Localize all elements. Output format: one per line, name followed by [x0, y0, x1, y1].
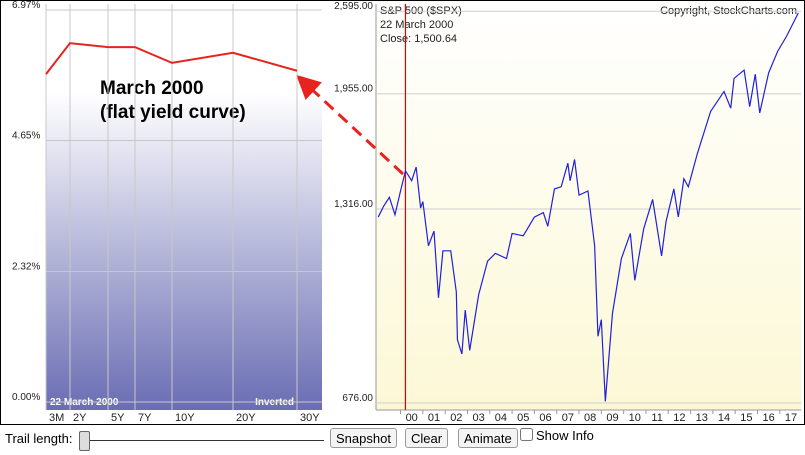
y-tick-label: 2,595.00 — [334, 1, 373, 12]
clear-button[interactable]: Clear — [405, 428, 449, 448]
slider-track — [84, 440, 324, 441]
close-label: Close: 1,500.64 — [380, 33, 457, 45]
snapshot-button[interactable]: Snapshot — [330, 428, 397, 448]
annotation-arrow — [296, 74, 405, 176]
x-tick-label: 07 — [562, 412, 574, 424]
x-tick-label: 20Y — [236, 412, 256, 424]
show-info-checkbox[interactable] — [520, 428, 533, 441]
x-tick-label: 17 — [785, 412, 797, 424]
checkbox-label: Show Info — [536, 428, 594, 443]
y-tick-label: 2.32% — [12, 262, 40, 273]
yield-line — [45, 42, 298, 75]
x-tick-label: 13 — [696, 412, 708, 424]
x-tick-label: 10 — [629, 412, 641, 424]
x-tick-label: 05 — [517, 412, 529, 424]
y-tick-label: 1,955.00 — [334, 84, 373, 95]
x-tick-label: 03 — [472, 412, 484, 424]
y-tick-label: 0.00% — [12, 392, 40, 403]
y-tick-label: 6.97% — [12, 0, 40, 11]
y-tick-label: 1,316.00 — [334, 199, 373, 210]
annotation: (flat yield curve) — [100, 102, 246, 123]
annotation: March 2000 — [100, 78, 204, 99]
animate-button[interactable]: Animate — [458, 428, 518, 448]
price-line — [377, 12, 799, 402]
x-tick-label: 3M — [49, 412, 64, 424]
x-tick-label: 04 — [495, 412, 507, 424]
plot-bg — [46, 4, 322, 410]
x-tick-label: 14 — [718, 412, 730, 424]
date-label: 22 March 2000 — [380, 19, 453, 31]
plot-bg — [376, 4, 801, 410]
x-tick-label: 01 — [428, 412, 440, 424]
x-tick-label: 5Y — [111, 412, 125, 424]
x-tick-label: 11 — [651, 412, 662, 424]
slider-thumb[interactable] — [79, 431, 90, 451]
x-tick-label: 7Y — [138, 412, 152, 424]
x-tick-label: 2Y — [73, 412, 87, 424]
x-tick-label: 06 — [539, 412, 551, 424]
x-tick-label: 12 — [673, 412, 685, 424]
x-tick-label: 00 — [406, 412, 418, 424]
x-tick-label: 10Y — [175, 412, 195, 424]
y-tick-label: 676.00 — [342, 393, 373, 404]
trail-label: Trail length: — [5, 431, 73, 446]
x-tick-label: 30Y — [300, 412, 320, 424]
charts: 22 March 2000 Inverted March 2000 (flat … — [0, 0, 805, 425]
x-tick-label: 02 — [450, 412, 462, 424]
x-tick-label: 15 — [740, 412, 752, 424]
y-tick-label: 4.65% — [12, 130, 40, 141]
x-tick-label: 16 — [763, 412, 775, 424]
x-tick-label: 08 — [584, 412, 596, 424]
x-tick-label: 09 — [606, 412, 618, 424]
